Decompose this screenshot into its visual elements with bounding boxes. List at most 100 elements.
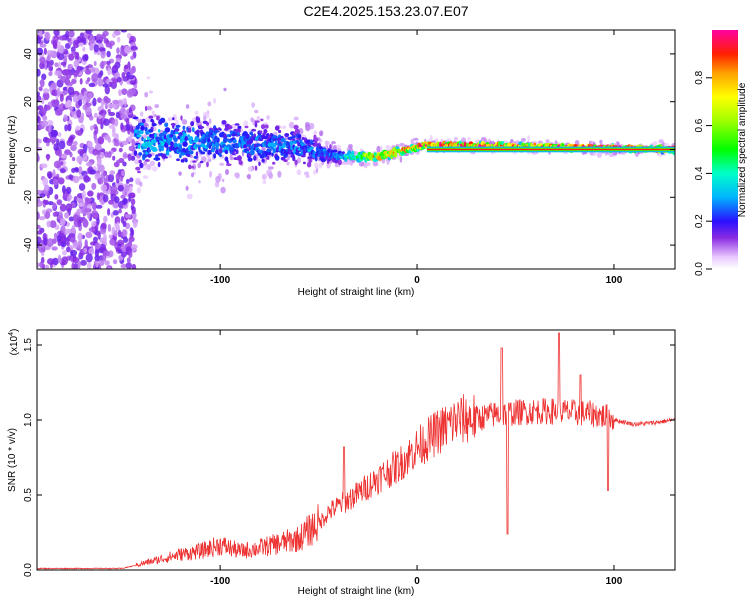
- heat-ridge-cell: [272, 161, 276, 165]
- heat-ridge-cell: [167, 136, 173, 142]
- heat-halo-cell: [151, 166, 158, 172]
- heat-noise-cell: [49, 59, 54, 66]
- heat-halo-cell: [267, 166, 274, 170]
- heat-ridge-cell: [264, 124, 269, 129]
- heat-ridge-cell: [266, 148, 272, 153]
- heat-noise-cell: [72, 94, 79, 103]
- heat-noise-cell: [91, 73, 99, 82]
- heat-ridge-cell: [208, 149, 212, 153]
- heat-ridge-cell: [561, 143, 565, 147]
- heat-noise-cell: [112, 155, 116, 161]
- heat-noise-cell: [53, 143, 60, 152]
- heat-noise-cell: [82, 152, 88, 161]
- heat-noise-cell: [97, 177, 104, 185]
- heat-ridge-cell: [234, 123, 240, 126]
- heat-noise-cell: [59, 93, 64, 102]
- heat-ridge-cell: [159, 117, 166, 124]
- heat-noise-cell: [73, 71, 78, 78]
- heat-noise-cell: [66, 186, 72, 195]
- heat-noise-cell: [127, 153, 132, 162]
- heat-noise-cell: [72, 39, 80, 49]
- heat-ridge-cell: [174, 131, 180, 135]
- heat-noise-cell: [125, 178, 130, 184]
- heat-noise-cell: [87, 141, 93, 148]
- heat-ridge-cell: [213, 153, 217, 159]
- heat-ridge-cell: [190, 121, 195, 127]
- heat-noise-cell: [114, 216, 121, 225]
- heat-halo-cell: [151, 110, 155, 116]
- heat-noise-cell: [68, 136, 75, 142]
- heat-halo-cell: [223, 87, 227, 92]
- heat-noise-cell: [71, 225, 76, 234]
- heat-noise-cell: [37, 153, 40, 162]
- heat-halo-cell: [545, 139, 550, 144]
- heat-noise-cell: [103, 250, 110, 257]
- heat-noise-cell: [103, 215, 108, 223]
- heat-ridge-cell: [218, 148, 223, 154]
- heat-noise-cell: [116, 159, 120, 165]
- heat-noise-cell: [48, 124, 52, 132]
- heat-noise-cell: [39, 56, 46, 64]
- heat-ridge-cell: [133, 116, 138, 120]
- heat-halo-cell: [203, 115, 207, 121]
- heat-ridge-cell: [200, 151, 206, 155]
- heat-noise-cell: [54, 194, 59, 200]
- heat-noise-cell: [121, 140, 128, 146]
- heat-ridge-cell: [224, 149, 229, 155]
- heat-noise-cell: [59, 217, 66, 226]
- heat-noise-cell: [44, 264, 50, 269]
- heat-noise-cell: [56, 199, 63, 206]
- heat-ridge-cell: [150, 126, 154, 131]
- heat-ridge-cell: [314, 137, 319, 142]
- heat-noise-cell: [67, 64, 73, 71]
- heat-halo-cell: [178, 171, 182, 176]
- heat-noise-cell: [120, 263, 127, 269]
- heat-noise-cell: [114, 118, 119, 127]
- heat-noise-cell: [112, 103, 118, 109]
- heat-ridge-cell: [164, 127, 171, 133]
- heat-halo-cell: [467, 137, 471, 141]
- heat-ridge-cell: [274, 125, 280, 131]
- heat-noise-cell: [88, 35, 96, 44]
- heat-noise-cell: [51, 246, 58, 251]
- heat-noise-cell: [43, 237, 49, 246]
- snr-xlabel: Height of straight line (km): [298, 586, 415, 597]
- heat-noise-cell: [128, 145, 136, 152]
- heat-halo-cell: [206, 113, 210, 118]
- heat-noise-cell: [54, 98, 59, 108]
- heat-noise-cell: [71, 167, 76, 173]
- heat-halo-cell: [453, 137, 458, 141]
- heat-noise-cell: [102, 83, 109, 88]
- heat-halo-cell: [185, 104, 190, 109]
- heat-noise-cell: [106, 103, 114, 108]
- heat-ridge-cell: [176, 158, 180, 161]
- heat-ridge-cell: [258, 161, 261, 166]
- heat-halo-cell: [251, 102, 256, 108]
- heat-ridge-cell: [208, 151, 212, 155]
- heat-ridge-cell: [529, 142, 533, 147]
- x-tick-label: -100: [210, 275, 230, 286]
- heat-ridge-cell: [250, 149, 255, 156]
- heat-noise-cell: [42, 91, 50, 101]
- heat-noise-cell: [115, 111, 120, 119]
- heat-ridge-cell: [137, 143, 141, 149]
- heat-noise-cell: [93, 44, 99, 53]
- heat-ridge-cell: [135, 146, 138, 149]
- snr-multiplier-exp: 4: [8, 332, 15, 336]
- heat-noise-cell: [96, 192, 101, 200]
- heat-halo-cell: [261, 173, 267, 180]
- heat-noise-cell: [66, 240, 70, 247]
- heat-noise-cell: [112, 259, 118, 265]
- heat-noise-cell: [52, 211, 58, 217]
- heat-noise-cell: [60, 61, 67, 66]
- heat-halo-cell: [191, 172, 194, 178]
- heat-ridge-cell: [251, 128, 257, 132]
- heat-noise-cell: [58, 35, 66, 41]
- heat-ridge-cell: [192, 127, 195, 133]
- heat-ridge-cell: [274, 155, 280, 161]
- snr-ylabel: SNR (10 * v/v): [7, 428, 18, 492]
- heat-ridge-cell: [214, 130, 220, 133]
- heat-noise-cell: [109, 238, 115, 245]
- heat-noise-cell: [68, 174, 73, 180]
- heat-ridge-cell: [243, 144, 248, 149]
